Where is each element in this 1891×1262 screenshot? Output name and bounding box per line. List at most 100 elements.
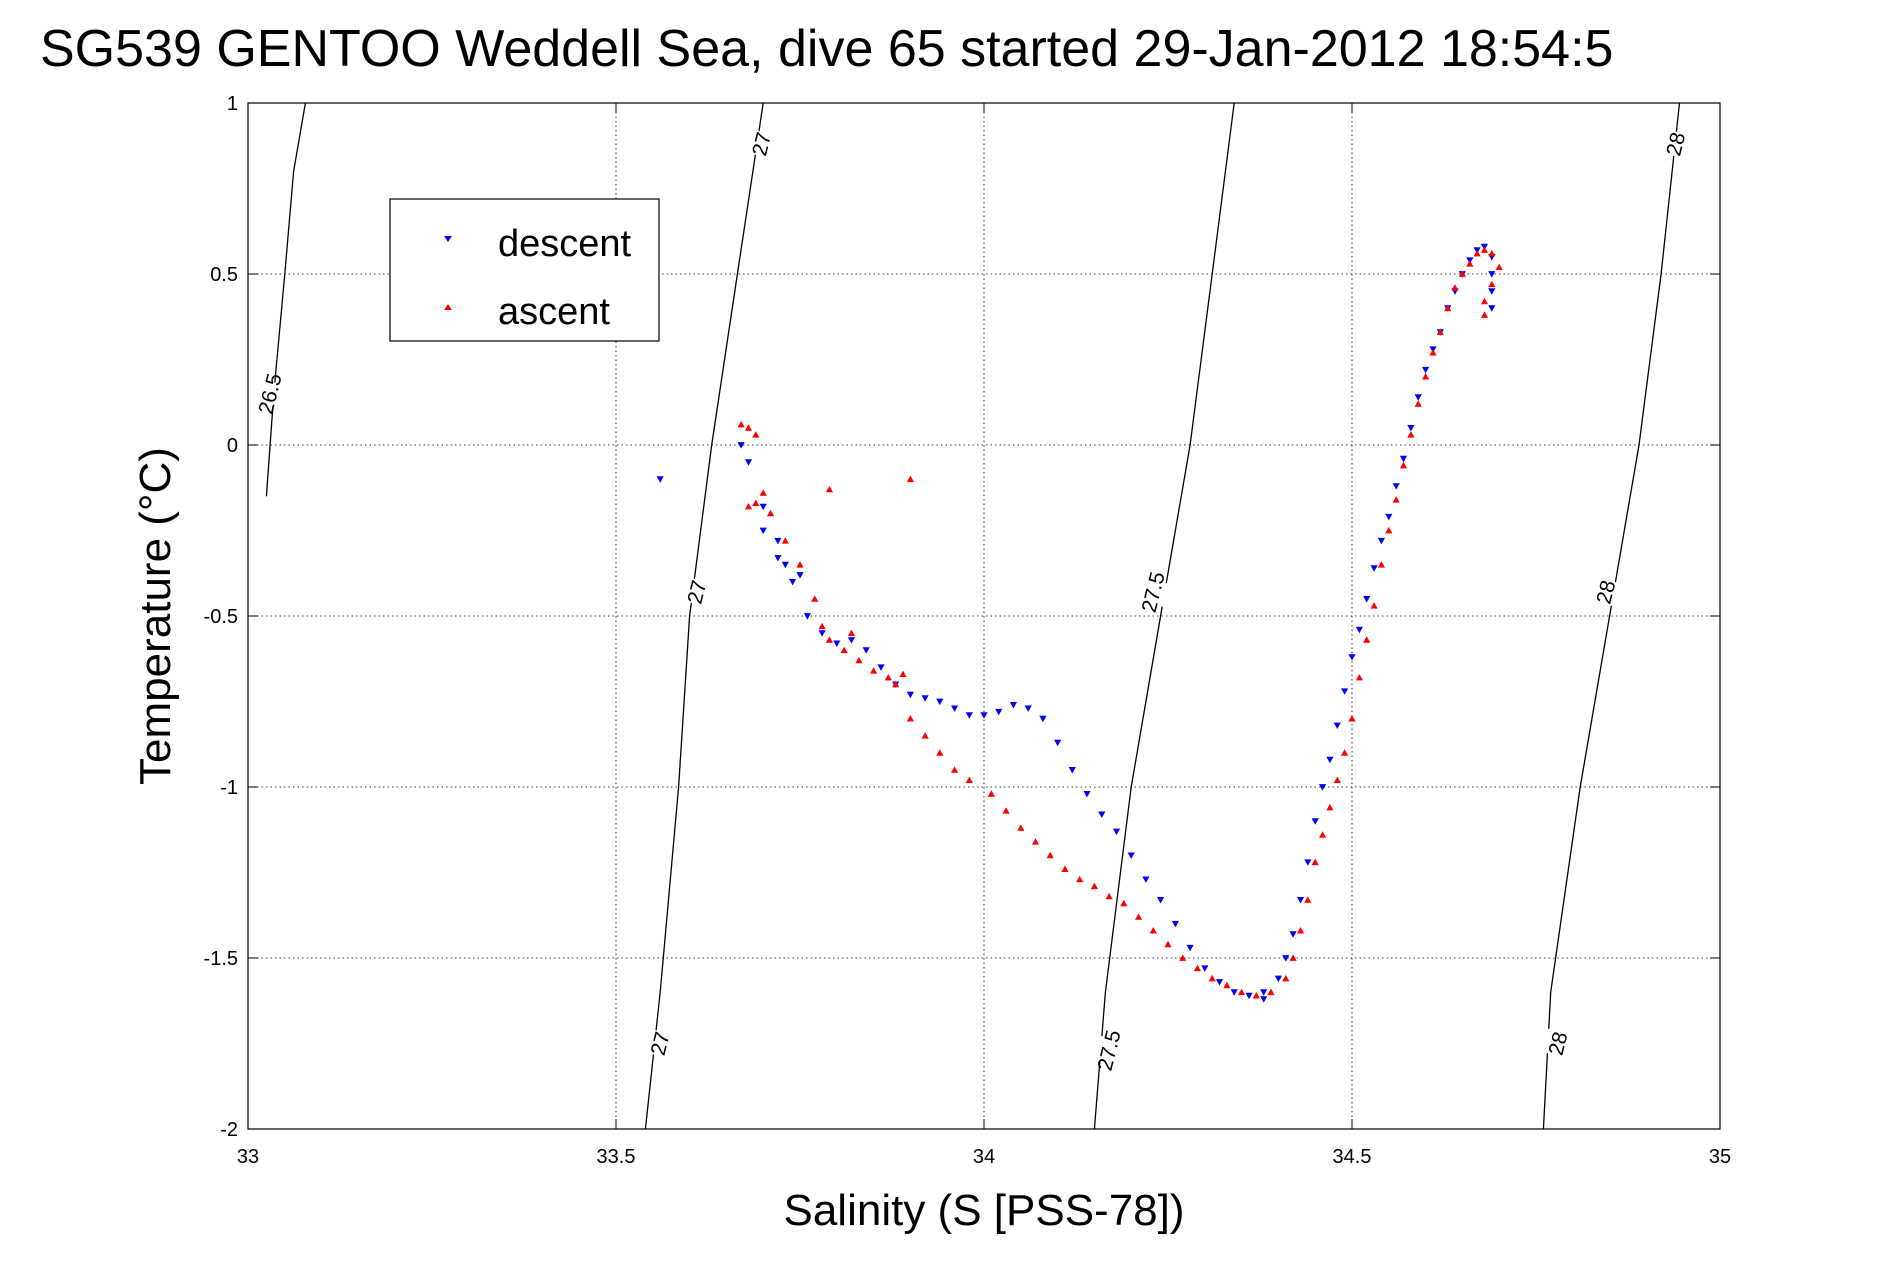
ascent-point — [752, 499, 760, 506]
ascent-point — [847, 629, 856, 636]
ascent-point — [1355, 674, 1363, 681]
ascent-point — [759, 489, 767, 496]
y-tick-label: 0 — [227, 435, 238, 457]
legend-box — [389, 198, 660, 342]
ascent-point — [1407, 431, 1415, 438]
ascent-point — [906, 715, 914, 722]
ascent-point — [855, 656, 863, 664]
ascent-point — [921, 732, 929, 739]
descent-point — [965, 712, 973, 719]
ascent-point — [1304, 896, 1312, 903]
ascent-point — [1208, 974, 1216, 982]
ascent-point — [1429, 349, 1437, 356]
ascent-point — [1319, 831, 1327, 838]
ascent-point — [1444, 304, 1452, 312]
descent-point — [1319, 784, 1327, 791]
descent-point — [796, 572, 804, 579]
chart-title: SG539 GENTOO Weddell Sea, dive 65 starte… — [40, 20, 1613, 78]
ascent-point — [1061, 865, 1069, 872]
ascent-point — [1495, 263, 1503, 270]
x-tick-label: 34.5 — [1333, 1146, 1372, 1168]
descent-point — [1127, 852, 1135, 859]
ascent-point — [737, 420, 745, 428]
x-tick-label: 35 — [1709, 1146, 1731, 1168]
ascent-point — [1090, 882, 1098, 890]
descent-series — [656, 243, 1496, 1003]
descent-point — [1392, 483, 1400, 490]
ascent-point — [1341, 749, 1349, 756]
y-tick-label: -1 — [220, 777, 238, 799]
ascent-point — [1296, 927, 1305, 934]
descent-point — [1488, 271, 1496, 278]
descent-point — [1245, 992, 1253, 1000]
y-tick-label: -2 — [220, 1119, 238, 1141]
ascent-point — [1193, 964, 1201, 972]
contour-label-bg — [1577, 574, 1635, 610]
ascent-point — [1282, 974, 1290, 982]
ascent-point — [1076, 875, 1084, 883]
contour-line-27 — [644, 103, 764, 1129]
ascent-point — [1363, 636, 1371, 643]
ascent-point — [1466, 260, 1474, 267]
ascent-series — [737, 246, 1503, 999]
y-axis-label: Temperature (°C) — [131, 447, 180, 785]
descent-point — [1422, 366, 1430, 374]
contour-label: 27 — [647, 1030, 675, 1058]
descent-point — [1171, 920, 1179, 928]
ascent-point — [825, 636, 833, 643]
descent-point — [1488, 305, 1496, 312]
descent-point — [1296, 897, 1305, 904]
ascent-point — [1252, 992, 1260, 999]
descent-point — [774, 537, 782, 545]
ascent-point — [1289, 954, 1297, 961]
ascent-point — [1488, 249, 1496, 257]
descent-point — [1024, 705, 1032, 712]
contour-label-bg — [1529, 1025, 1587, 1062]
descent-point — [1370, 565, 1378, 572]
contour-label-bg — [1080, 1032, 1138, 1069]
descent-point — [1186, 944, 1194, 952]
ascent-point — [965, 776, 973, 783]
ascent-point — [987, 790, 995, 797]
descent-point — [1407, 425, 1415, 432]
ascent-point — [1223, 981, 1231, 989]
ascent-point — [1031, 838, 1040, 845]
contour-label-bg — [1125, 574, 1182, 610]
legend-marker-descent — [444, 236, 452, 242]
contour-label: 28 — [1662, 130, 1690, 158]
ascent-point — [1164, 940, 1172, 948]
descent-point — [1377, 537, 1385, 545]
descent-point — [1355, 626, 1363, 634]
contour-line-28 — [1542, 103, 1681, 1129]
ascent-point — [1120, 899, 1128, 907]
descent-point — [1054, 739, 1062, 747]
descent-point — [1341, 688, 1349, 695]
x-axis: 33 33.5 34 34.5 35 — [237, 103, 1731, 1168]
descent-point — [1260, 989, 1268, 996]
descent-point — [1326, 756, 1334, 764]
x-tick-label: 34 — [973, 1146, 995, 1168]
descent-point — [737, 442, 745, 449]
ascent-point — [1480, 311, 1489, 318]
descent-point — [1348, 654, 1356, 661]
ascent-point — [1017, 824, 1025, 831]
descent-point — [781, 561, 789, 569]
ascent-point — [1488, 280, 1496, 288]
descent-point — [1230, 989, 1238, 996]
contour-label: 26.5 — [254, 371, 286, 416]
descent-point — [1385, 513, 1393, 521]
ascent-point — [899, 670, 907, 677]
descent-point — [951, 705, 959, 712]
ascent-point — [1267, 988, 1275, 996]
y-tick-label: 0.5 — [210, 264, 238, 286]
descent-point — [1098, 811, 1106, 818]
ascent-point — [1149, 927, 1157, 934]
contour-label-bg — [733, 126, 790, 162]
descent-point — [995, 708, 1003, 716]
contour-label-bg — [248, 375, 299, 412]
descent-point — [1083, 791, 1091, 798]
descent-point — [656, 476, 664, 483]
legend: descent ascent — [389, 198, 660, 342]
descent-point — [759, 503, 767, 511]
contour-line-27-5 — [1093, 103, 1235, 1129]
